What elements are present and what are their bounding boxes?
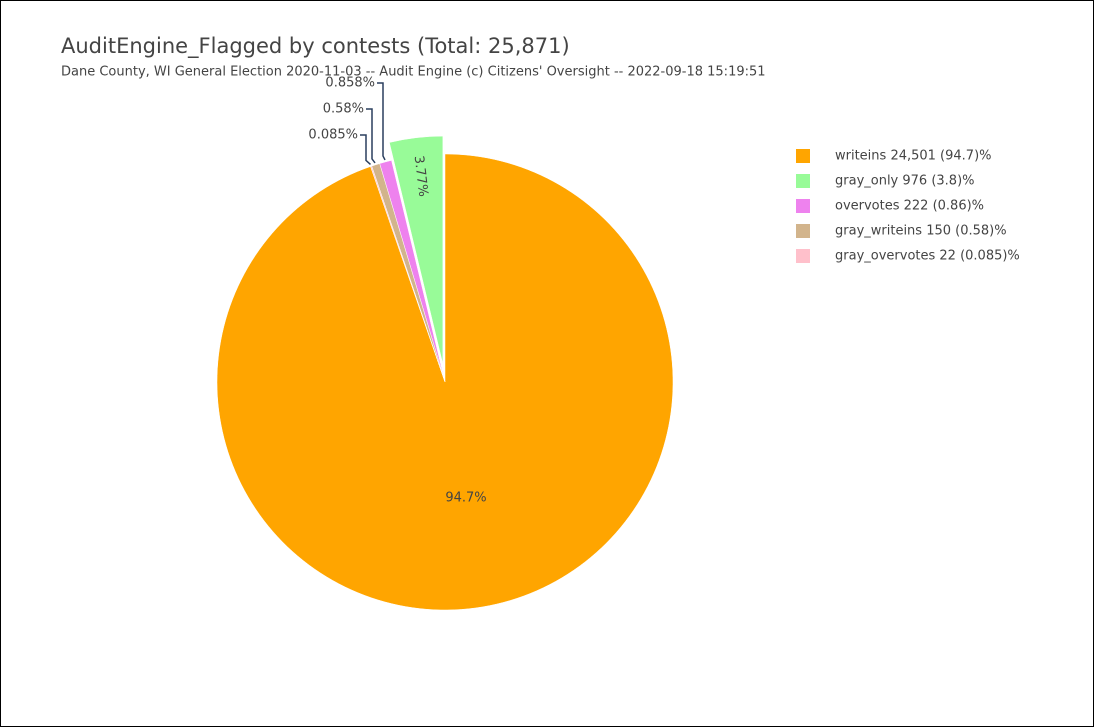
legend-swatch	[796, 174, 810, 188]
slice-label: 0.858%	[325, 76, 375, 91]
legend-swatch	[796, 199, 810, 213]
leader-line	[366, 108, 376, 164]
legend-swatch	[796, 224, 810, 238]
slice-label: 0.58%	[323, 102, 364, 117]
legend-label: gray_overvotes 22 (0.085)%	[835, 249, 1020, 264]
leader-line	[360, 134, 371, 165]
pie-slice	[370, 165, 446, 383]
legend-label: writeins 24,501 (94.7)%	[835, 149, 992, 164]
legend-swatch	[796, 149, 810, 163]
legend-label: overvotes 222 (0.86)%	[835, 199, 984, 214]
slice-label: 94.7%	[445, 491, 486, 506]
chart-subtitle: Dane County, WI General Election 2020-11…	[61, 65, 766, 80]
chart-title: AuditEngine_Flagged by contests (Total: …	[61, 34, 570, 59]
legend-label: gray_writeins 150 (0.58)%	[835, 224, 1007, 239]
legend-swatch	[796, 249, 810, 263]
legend-label: gray_only 976 (3.8)%	[835, 174, 975, 189]
leader-line	[377, 82, 386, 161]
pie-slice	[389, 135, 444, 365]
slice-label: 0.085%	[308, 128, 358, 143]
slice-label: 3.77%	[411, 155, 431, 198]
